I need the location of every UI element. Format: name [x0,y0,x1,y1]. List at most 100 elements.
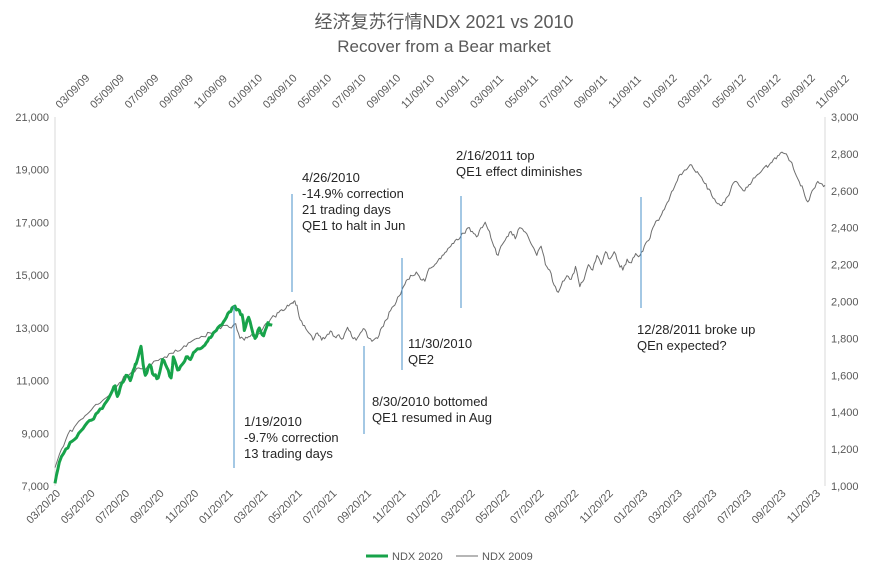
chart-title: 经济复苏行情NDX 2021 vs 2010 [314,12,573,32]
right-axis-tick: 1,600 [831,370,859,382]
top-x-tick: 11/09/10 [399,73,437,111]
left-axis-tick: 11,000 [16,376,49,388]
top-x-tick: 09/09/09 [157,72,196,111]
bottom-x-tick: 09/20/22 [543,488,582,527]
top-x-tick: 09/09/12 [779,72,818,111]
top-x-tick: 09/09/10 [365,72,404,111]
right-axis: 3,000 2,800 2,600 2,400 2,200 2,000 1,800 1,600… [831,112,859,493]
annotation-line: 4/26/2010 [302,170,360,185]
top-x-tick: 01/09/11 [434,73,472,111]
bottom-x-tick: 11/20/21 [370,488,408,526]
annotation-label: 4/26/2010 -14.9% correction 21 trading day… [302,170,405,233]
annotation-label: 8/30/2010 bottomed QE1 resumed in Aug [372,394,492,425]
bottom-x-tick: 05/20/22 [473,488,512,527]
bottom-x-tick: 11/20/22 [578,488,616,526]
top-x-tick: 07/09/09 [123,72,162,111]
bottom-x-tick: 05/20/20 [59,488,98,527]
bottom-x-tick: 01/20/23 [612,488,651,527]
right-axis-tick: 1,800 [831,333,859,345]
bottom-x-tick: 07/20/23 [715,488,754,527]
left-axis-tick: 13,000 [15,323,49,335]
annotation-line: QE1 effect diminishes [456,164,583,179]
right-axis-tick: 2,600 [831,186,859,198]
left-axis-tick: 21,000 [15,112,49,124]
bottom-x-tick: 01/20/22 [404,488,443,527]
annotation-layer: 4/26/2010 -14.9% correction 21 trading day… [233,148,755,468]
left-axis-tick: 7,000 [21,481,49,493]
left-axis: 21,000 19,000 17,000 15,000 13,000 11,000 9,00… [15,112,49,493]
legend: NDX 2020 NDX 2009 [366,551,533,563]
bottom-x-tick: 03/20/20 [24,488,63,527]
left-axis-tick: 9,000 [21,428,49,440]
bottom-x-tick: 03/20/22 [439,488,478,527]
annotation-line: 12/28/2011 broke up [637,322,755,337]
bottom-x-axis: 03/20/2005/20/2007/20/2009/20/2011/20/20… [24,488,823,527]
annotation-line: QEn expected? [637,338,727,353]
annotation-line: QE1 resumed in Aug [372,410,492,425]
top-x-tick: 03/09/11 [468,73,506,111]
right-axis-tick: 1,200 [831,444,859,456]
top-x-tick: 07/09/12 [745,72,784,111]
top-x-axis: 03/09/0905/09/0907/09/0909/09/0911/09/09… [54,72,852,111]
left-axis-tick: 15,000 [15,270,49,282]
plot-area [54,117,826,486]
top-x-tick: 07/09/10 [330,72,369,111]
chart-subtitle: Recover from a Bear market [337,37,551,56]
legend-label-ndx2009: NDX 2009 [482,551,533,563]
annotation-line: 11/30/2010 [408,336,472,351]
right-axis-tick: 1,400 [831,407,859,419]
bottom-x-tick: 07/20/22 [508,488,547,527]
annotation-line: 8/30/2010 bottomed [372,394,488,409]
top-x-tick: 01/09/12 [641,72,680,111]
top-x-tick: 05/09/12 [710,72,749,111]
top-x-tick: 09/09/11 [572,73,610,111]
bottom-x-tick: 07/20/20 [93,488,132,527]
annotation-line: QE1 to halt in Jun [302,218,405,233]
left-axis-tick: 17,000 [15,217,49,229]
right-axis-tick: 3,000 [831,112,859,124]
annotation-line: QE2 [408,352,434,367]
annotation-label: 12/28/2011 broke up QEn expected? [637,322,755,353]
annotation-line: -9.7% correction [244,430,339,445]
legend-label-ndx2020: NDX 2020 [392,551,443,563]
top-x-tick: 05/09/11 [503,73,541,111]
right-axis-tick: 2,000 [831,297,859,309]
bottom-x-tick: 03/20/21 [232,488,271,527]
series-layer [53,151,826,484]
top-x-tick: 05/09/10 [295,72,334,111]
top-x-tick: 11/09/09 [192,73,230,111]
bottom-x-tick: 07/20/21 [301,488,340,527]
annotation-line: 1/19/2010 [244,414,302,429]
top-x-tick: 07/09/11 [537,73,575,111]
top-x-tick: 01/09/10 [226,72,265,111]
bottom-x-tick: 05/20/23 [681,488,720,527]
right-axis-tick: 1,000 [831,481,859,493]
bottom-x-tick: 11/20/23 [785,488,823,526]
right-axis-tick: 2,800 [831,149,859,161]
top-x-tick: 03/09/09 [54,72,93,111]
annotation-label: 11/30/2010 QE2 [408,336,472,367]
annotation-label: 2/16/2011 top QE1 effect diminishes [456,148,583,179]
left-axis-tick: 19,000 [15,165,49,177]
bottom-x-tick: 09/20/21 [335,488,374,527]
bottom-x-tick: 05/20/21 [266,488,305,527]
annotation-line: -14.9% correction [302,186,404,201]
top-x-tick: 11/09/12 [814,73,852,111]
top-x-tick: 11/09/11 [606,74,644,112]
bottom-x-tick: 03/20/23 [646,488,685,527]
right-axis-tick: 2,400 [831,223,859,235]
annotation-label: 1/19/2010 -9.7% correction 13 trading days [244,414,339,461]
top-x-tick: 03/09/12 [675,72,714,111]
annotation-line: 21 trading days [302,202,391,217]
right-axis-tick: 2,200 [831,260,859,272]
bottom-x-tick: 11/20/20 [163,488,201,526]
bottom-x-tick: 01/20/21 [197,488,236,527]
annotation-line: 13 trading days [244,446,333,461]
series-line-ndx2020 [53,304,273,484]
top-x-tick: 05/09/09 [88,72,127,111]
top-x-tick: 03/09/10 [261,72,300,111]
bottom-x-tick: 09/20/20 [128,488,167,527]
bottom-x-tick: 09/20/23 [750,488,789,527]
annotation-line: 2/16/2011 top [456,148,535,163]
